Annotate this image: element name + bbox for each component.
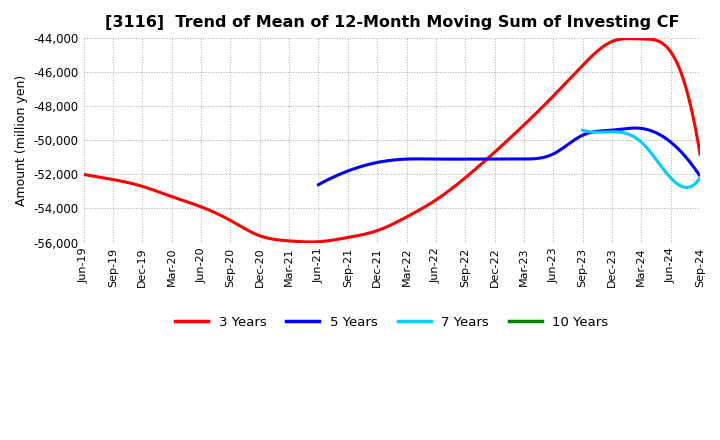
Title: [3116]  Trend of Mean of 12-Month Moving Sum of Investing CF: [3116] Trend of Mean of 12-Month Moving … <box>104 15 679 30</box>
Y-axis label: Amount (million yen): Amount (million yen) <box>15 75 28 206</box>
Legend: 3 Years, 5 Years, 7 Years, 10 Years: 3 Years, 5 Years, 7 Years, 10 Years <box>170 311 613 334</box>
